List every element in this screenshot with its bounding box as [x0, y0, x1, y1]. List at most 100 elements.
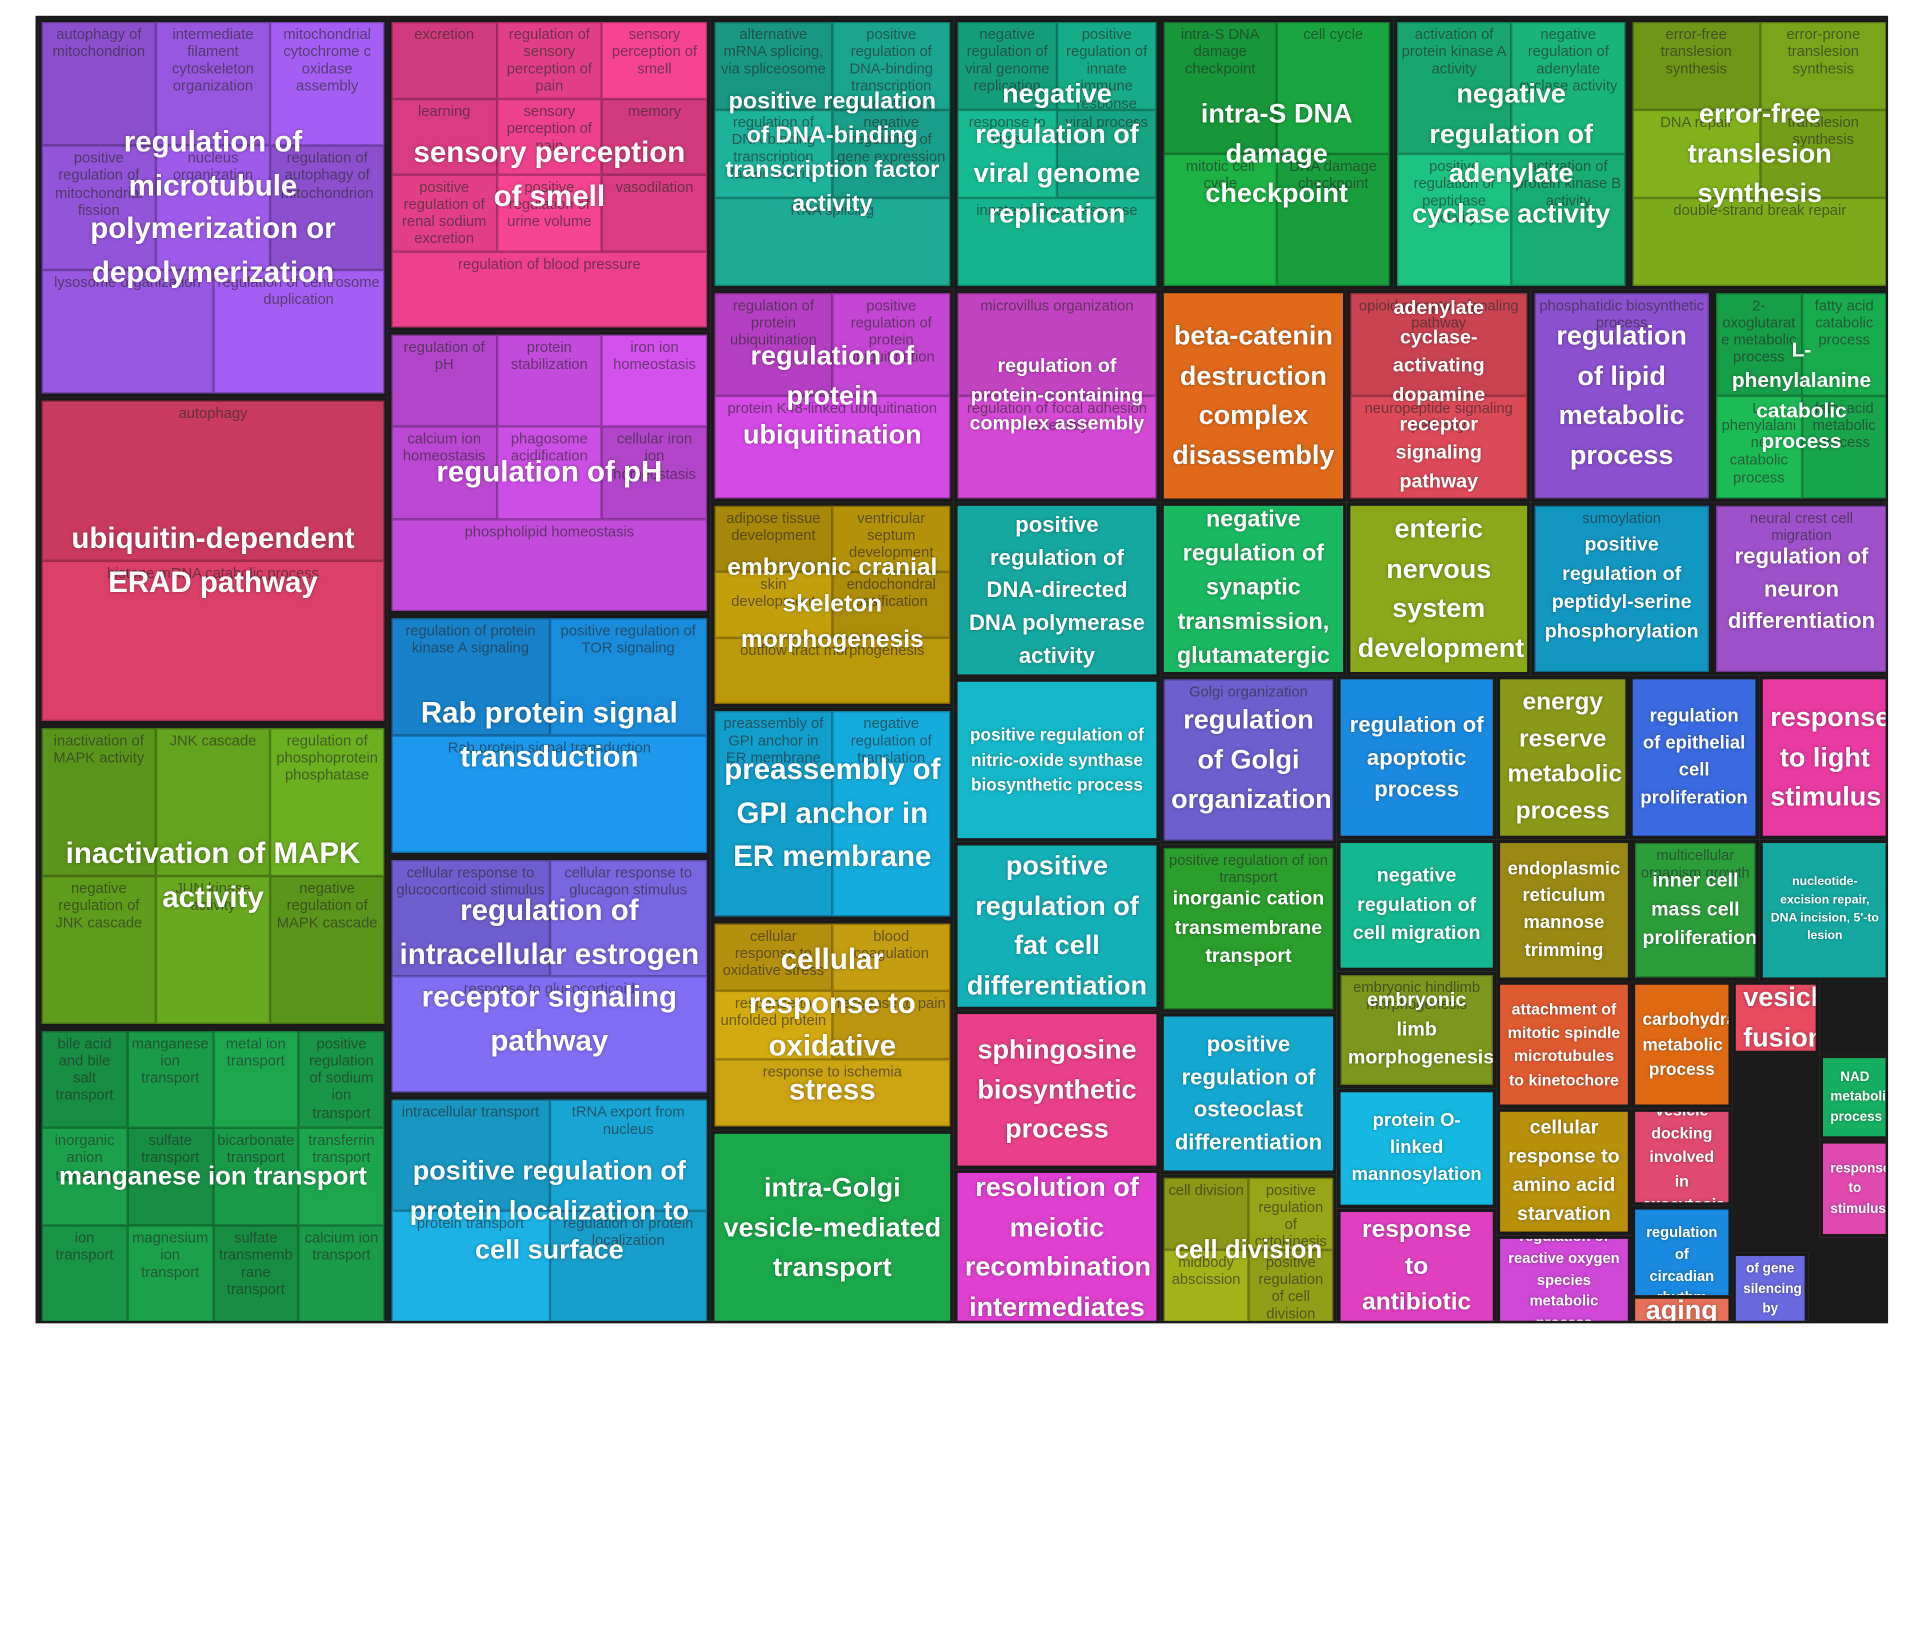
treemap-tile-calcium-ion-transport: calcium ion transport: [298, 1225, 385, 1321]
treemap-tile-sensory-perception-of-pain: sensory perception of pain: [496, 98, 602, 175]
treemap-tile-cell-cycle: cell cycle: [1276, 21, 1390, 154]
treemap-group-positive-regulation-of-peptidyl-serine-phosphory: sumoylation positive regulation of peptid…: [1530, 502, 1713, 676]
treemap-tile-alternative-mrna-splicing-via-spliceosome: alternative mRNA splicing, via spliceoso…: [714, 21, 833, 110]
treemap-group-aging: aging: [1631, 1295, 1733, 1321]
treemap-group-l-phenylalanine-catabolic-process: 2-oxoglutarate metabolic process fatty ac…: [1712, 289, 1886, 503]
treemap-tile-label: positive regulation of urine volume: [507, 178, 592, 231]
treemap-tile-label: regulation of phosphoprotein phosphatase: [276, 731, 378, 784]
treemap-tile-negative-regulation-of-gene-expression: negative regulation of gene expression: [832, 109, 951, 198]
treemap-tile-label: memory: [627, 102, 682, 120]
treemap-tile-protein-stabilization: protein stabilization: [496, 334, 602, 427]
treemap-tile-label: calcium ion transport: [304, 1228, 379, 1264]
treemap-group-label: cellular response to amino acid starvati…: [1508, 1117, 1620, 1226]
treemap-tile-fatty-acid-metabolic-process: fatty acid metabolic process: [1801, 395, 1886, 499]
treemap-group-label: regulation of reactive oxygen species me…: [1508, 1235, 1620, 1324]
treemap-tile-viral-process: viral process: [1056, 109, 1157, 198]
treemap-tile-label: 2-oxoglutarate metabolic process: [1721, 296, 1797, 366]
treemap-group-adenylate-cyclase-activating-dopamine-receptor-s: opioid receptor signaling pathway neurope…: [1346, 289, 1531, 503]
treemap-tile-label: viral process: [1065, 113, 1149, 131]
treemap-tile-cell-division: cell division: [1163, 1177, 1249, 1250]
treemap-group-response-to-antibiotic: response to antibiotic: [1336, 1208, 1497, 1321]
treemap-tile-label: error-prone translesion synthesis: [1786, 25, 1861, 78]
treemap-tile-label: positive regulation of TOR signaling: [560, 621, 696, 657]
treemap-tile-label: positive regulation of peptidase activit…: [1413, 157, 1495, 227]
treemap-tile-label: calcium ion homeostasis: [402, 430, 486, 465]
treemap-tile-autophagy-of-mitochondrion: autophagy of mitochondrion: [41, 21, 156, 146]
treemap-group-label: positive regulation of nitric-oxide synt…: [970, 724, 1144, 795]
treemap-group-embryonic-cranial-skeleton-morphogenesis: adipose tissue development ventricular se…: [710, 502, 954, 708]
treemap-group-label: NAD metabolic process: [1830, 1069, 1889, 1125]
treemap-tile-label: magnesium ion transport: [132, 1228, 209, 1281]
treemap-group-response-to-light-stimulus: response to light stimulus: [1759, 675, 1886, 840]
treemap-tile-2-oxoglutarate-metabolic-process: 2-oxoglutarate metabolic process: [1716, 293, 1802, 396]
treemap-tile-fatty-acid-catabolic-process: fatty acid catabolic process: [1801, 293, 1886, 396]
treemap-tile-label: cellular response to oxidative stress: [722, 927, 825, 980]
treemap-tile-label: negative regulation of viral genome repl…: [965, 25, 1050, 95]
treemap-tile-response-to-unfolded-protein: response to unfolded protein: [714, 991, 833, 1059]
treemap-group-regulation-of-golgi-organization: Golgi organization regulation of Golgi or…: [1160, 675, 1337, 845]
treemap-group-label: regulation of epithelial cell proliferat…: [1640, 705, 1748, 808]
treemap-tile-positive-regulation-of-dna-binding-transcription: positive regulation of DNA-binding trans…: [832, 21, 951, 110]
treemap-tile-intermediate-filament-cytoskeleton-organization: intermediate filament cytoskeleton organ…: [155, 21, 271, 146]
treemap-tile-l-phenylalanine-catabolic-process: L-phenylalanine catabolic process: [1716, 395, 1802, 499]
treemap-tile-microvillus-organization: microvillus organization: [957, 293, 1157, 396]
treemap-group-label: resolution of meiotic recombination inte…: [964, 1171, 1151, 1322]
treemap-tile-label: autophagy: [178, 404, 248, 422]
treemap-group-regulation-of-apoptotic-process: regulation of apoptotic process: [1336, 675, 1497, 840]
treemap-group-positive-regulation-of-dna-binding-transcription: alternative mRNA splicing, via spliceoso…: [710, 18, 954, 290]
treemap-tile-regulation-of-ph: regulation of pH: [391, 334, 497, 427]
treemap-group-label: negative regulation of cell migration: [1352, 865, 1481, 945]
treemap-tile-inactivation-of-mapk-activity: inactivation of MAPK activity: [41, 728, 156, 877]
treemap-group-endoplasmic-reticulum-mannose-trimming: endoplasmic reticulum mannose trimming: [1496, 839, 1632, 982]
treemap-tile-label: sumoylation: [1582, 509, 1661, 527]
treemap-tile-iron-ion-homeostasis: iron ion homeostasis: [601, 334, 708, 427]
treemap-tile-label: error-free translesion synthesis: [1660, 25, 1732, 78]
treemap-group-label: nucleotide-excision repair, DNA incision…: [1770, 875, 1879, 943]
treemap-tile-label: metal ion transport: [225, 1034, 286, 1070]
treemap-tile-activation-of-protein-kinase-a-activity: activation of protein kinase A activity: [1397, 21, 1512, 154]
treemap-tile-vasodilation: vasodilation: [601, 174, 708, 252]
treemap-tile-label: regulation of sensory perception of pain: [506, 25, 592, 95]
treemap-group-regulation-of-neuron-differentiation: neural crest cell migration regulation of…: [1712, 502, 1886, 676]
treemap-tile-regulation-of-blood-pressure: regulation of blood pressure: [391, 251, 708, 328]
treemap-tile-label: cell cycle: [1303, 25, 1364, 43]
treemap-tile-label: sensory perception of smell: [611, 25, 698, 78]
treemap-tile-label: vasodilation: [615, 178, 694, 196]
treemap-tile-protein-k48-linked-ubiquitination: protein K48-linked ubiquitination: [714, 395, 951, 499]
treemap-tile-rna-splicing: RNA splicing: [714, 197, 951, 286]
treemap-tile-label: fatty acid catabolic process: [1814, 296, 1874, 349]
treemap-tile-regulation-of-phosphoprotein-phosphatase: regulation of phosphoprotein phosphatase: [270, 728, 385, 877]
treemap-tile-label: opioid receptor signaling pathway: [1358, 296, 1519, 332]
treemap-tile-label: multicellular organism growth: [1640, 846, 1750, 882]
treemap-group-label: vesicle fusion: [1743, 981, 1820, 1052]
treemap-tile-positive-regulation-of-ion-transport: positive regulation of ion transport: [1163, 847, 1334, 1010]
treemap-group-negative-regulation-of-adenylate-cyclase-activit: activation of protein kinase A activity n…: [1393, 18, 1630, 290]
treemap-tile-label: tRNA export from nucleus: [571, 1103, 685, 1138]
treemap-group-regulation-of-protein-containing-complex-assembl: microvillus organization regulation of fo…: [953, 289, 1161, 503]
treemap-tile-label: positive regulation of protein ubiquitin…: [847, 296, 935, 366]
treemap-tile-label: response to virus: [968, 113, 1046, 149]
treemap-tile-label: skin development: [731, 575, 816, 610]
treemap-tile-sulfate-transport: sulfate transport: [127, 1128, 213, 1226]
treemap-group-regulation-of-protein-ubiquitination: regulation of protein ubiquitination posi…: [710, 289, 954, 503]
treemap-tile-label: regulation of protein localization: [563, 1214, 694, 1249]
treemap-tile-endochondral-ossification: endochondral ossification: [832, 571, 951, 638]
treemap-tile-outflow-tract-morphogenesis: outflow tract morphogenesis: [714, 637, 951, 704]
treemap-tile-label: negative regulation of gene expression: [837, 113, 946, 166]
treemap-tile-regulation-of-sensory-perception-of-pain: regulation of sensory perception of pain: [496, 21, 602, 99]
treemap-tile-label: neural crest cell migration: [1749, 509, 1854, 544]
treemap-tile-neuropeptide-signaling-pathway: neuropeptide signaling pathway: [1350, 395, 1528, 499]
treemap-group-error-free-translesion-synthesis: error-free translesion synthesis error-pr…: [1629, 18, 1886, 290]
treemap-group-regulation-of-epithelial-cell-proliferation: regulation of epithelial cell proliferat…: [1629, 675, 1760, 840]
treemap-tile-inorganic-anion-transport: inorganic anion transport: [41, 1128, 128, 1226]
treemap-tile-label: DNA damage checkpoint: [1289, 157, 1377, 193]
treemap-tile-label: inactivation of MAPK activity: [53, 731, 145, 767]
treemap-group-label: vesicle docking involved in exocytosis: [1642, 1108, 1726, 1206]
treemap-group-label: negative regulation of synaptic transmis…: [1176, 506, 1330, 670]
treemap-tile-label: L-phenylalanine catabolic process: [1721, 399, 1797, 486]
treemap-tile-trna-export-from-nucleus: tRNA export from nucleus: [549, 1099, 708, 1211]
treemap-tile-label: negative regulation of adenylate cyclase…: [1519, 25, 1618, 95]
treemap-tile-label: cellular iron ion homeostasis: [613, 430, 696, 483]
treemap-tile-regulation-of-protein-localization: regulation of protein localization: [549, 1210, 708, 1321]
treemap-group-label: energy reserve metabolic process: [1507, 688, 1623, 825]
